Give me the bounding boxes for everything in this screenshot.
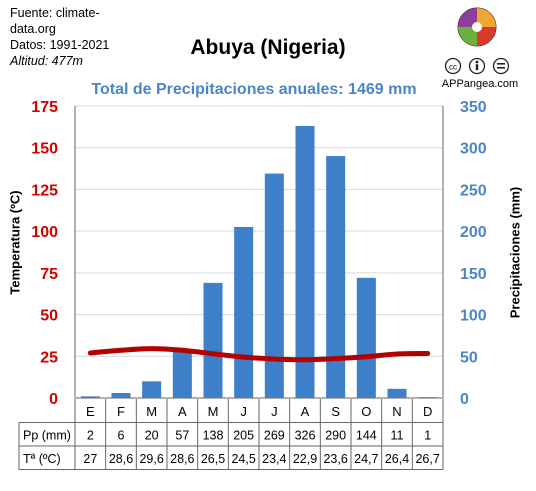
- svg-text:cc: cc: [449, 63, 457, 72]
- month-label: A: [301, 404, 310, 419]
- equals-icon: [492, 57, 510, 75]
- temp-tick-label: 0: [49, 391, 58, 408]
- month-label: E: [86, 404, 95, 419]
- precip-tick-label: 350: [460, 99, 487, 116]
- precip-tick-label: 150: [460, 266, 487, 283]
- temp-tick-label: 50: [40, 308, 58, 325]
- precip-bar: [264, 173, 284, 398]
- precip-bar: [80, 396, 100, 398]
- month-label: S: [331, 404, 340, 419]
- month-label: F: [117, 404, 125, 419]
- precip-tick-label: 0: [460, 391, 469, 408]
- precip-bar: [295, 126, 315, 398]
- temp-value: 26,5: [201, 452, 225, 466]
- temp-value: 26,7: [415, 452, 439, 466]
- precip-value: 2: [87, 429, 94, 443]
- temp-tick-label: 175: [31, 99, 58, 116]
- precip-value: 269: [264, 429, 285, 443]
- precip-bar: [111, 392, 131, 398]
- precip-value: 144: [356, 429, 377, 443]
- precip-bar: [142, 381, 162, 398]
- precip-value: 57: [175, 429, 189, 443]
- source-line: data.org: [10, 22, 56, 36]
- temp-tick-label: 75: [40, 266, 58, 283]
- month-label: M: [146, 404, 157, 419]
- month-label: O: [361, 404, 371, 419]
- temp-tick-label: 125: [31, 182, 58, 199]
- month-label: J: [271, 404, 278, 419]
- chart-subtitle: Total de Precipitaciones anuales: 1469 m…: [91, 81, 417, 98]
- precip-tick-label: 100: [460, 308, 487, 325]
- precip-value: 290: [325, 429, 346, 443]
- temp-value: 28,6: [109, 452, 133, 466]
- temp-tick-label: 100: [31, 224, 58, 241]
- temp-value: 24,7: [354, 452, 378, 466]
- person-icon: [468, 57, 486, 75]
- precip-value: 11: [391, 429, 404, 443]
- precip-bar: [234, 226, 254, 398]
- temp-tick-label: 150: [31, 141, 58, 158]
- month-label: M: [208, 404, 219, 419]
- precip-tick-label: 200: [460, 224, 487, 241]
- month-label: D: [423, 404, 432, 419]
- precip-bar: [326, 156, 346, 398]
- temperature-line: [87, 346, 431, 363]
- temp-value: 28,6: [170, 452, 194, 466]
- data-period: Datos: 1991-2021: [10, 38, 110, 52]
- precip-value: 1: [424, 429, 431, 443]
- precip-bar: [203, 282, 223, 398]
- precip-bar: [356, 277, 376, 398]
- month-label: J: [240, 404, 247, 419]
- altitude: Altitud: 477m: [10, 54, 83, 68]
- precip-row-header: Pp (mm): [23, 429, 71, 443]
- appangea-logo-icon: [457, 7, 497, 47]
- temp-tick-label: 25: [40, 349, 58, 366]
- precip-value: 205: [233, 429, 254, 443]
- temp-value: 23,4: [262, 452, 286, 466]
- precip-value: 6: [118, 429, 125, 443]
- brand-site[interactable]: APPangea.com: [441, 78, 519, 90]
- precip-tick-label: 50: [460, 349, 478, 366]
- temp-value: 27: [83, 452, 97, 466]
- precip-value: 326: [295, 429, 316, 443]
- source-line: Fuente: climate-: [10, 6, 100, 20]
- precip-tick-label: 300: [460, 141, 487, 158]
- temp-row-header: Tª (ºC): [23, 452, 61, 466]
- temp-value: 24,5: [231, 452, 255, 466]
- precip-value: 20: [145, 429, 159, 443]
- temp-value: 29,6: [139, 452, 163, 466]
- temp-value: 23,6: [323, 452, 347, 466]
- month-label: A: [178, 404, 187, 419]
- temp-value: 26,4: [385, 452, 409, 466]
- precip-value: 138: [203, 429, 224, 443]
- precip-bar: [418, 397, 438, 398]
- temp-value: 22,9: [293, 452, 317, 466]
- precip-tick-label: 250: [460, 182, 487, 199]
- precip-bar: [172, 350, 192, 398]
- cc-icon: cc: [444, 57, 462, 75]
- month-label: N: [392, 404, 401, 419]
- precip-bar: [387, 388, 407, 398]
- chart-title: Abuya (Nigeria): [190, 36, 346, 59]
